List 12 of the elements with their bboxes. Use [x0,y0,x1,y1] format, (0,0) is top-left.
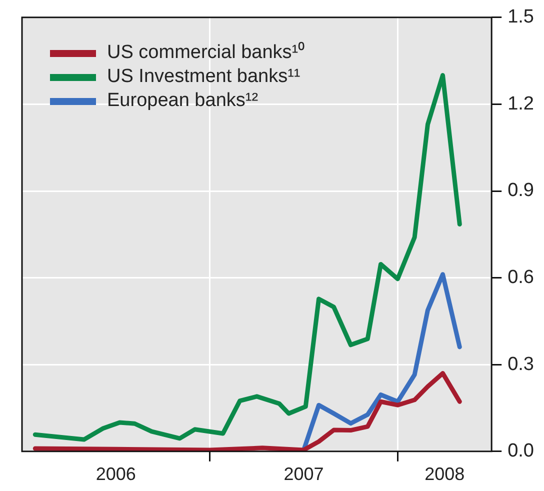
y-tick-label: 0.6 [508,267,534,288]
x-tick-label: 2006 [96,464,136,484]
y-tick-label: 1.2 [508,93,534,114]
x-tick-label: 2007 [284,464,324,484]
y-tick-label: 1.5 [508,6,534,28]
legend-label: US Investment banks¹¹ [107,65,300,90]
y-tick-label: 0.0 [508,440,534,462]
y-tick-label: 0.9 [508,180,534,202]
legend-label: US commercial banks¹⁰ [107,41,306,66]
x-tick-label: 2008 [424,464,465,484]
y-tick-label: 0.3 [508,354,534,375]
legend-label: European banks¹² [107,89,258,114]
